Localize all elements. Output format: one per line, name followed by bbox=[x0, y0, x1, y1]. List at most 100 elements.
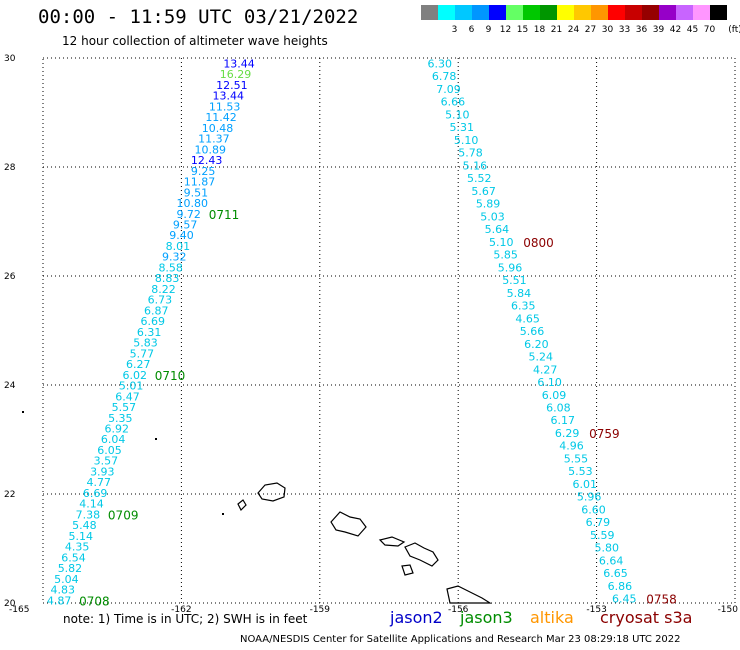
wave-height-right: 5.84 bbox=[507, 287, 532, 300]
legend-label: 39 bbox=[652, 25, 665, 35]
legend-label: 24 bbox=[567, 25, 580, 35]
wave-height-right: 5.59 bbox=[590, 529, 615, 542]
wave-height-right: 5.78 bbox=[458, 147, 483, 160]
legend-label: 12 bbox=[499, 25, 512, 35]
island-outline bbox=[378, 536, 406, 547]
legend-label: 15 bbox=[516, 25, 529, 35]
wave-height-right: 6.60 bbox=[581, 503, 606, 516]
legend-swatch bbox=[676, 5, 693, 20]
wave-height-right: 6.20 bbox=[524, 338, 549, 351]
wave-height-left: 4.83 bbox=[50, 584, 75, 597]
wave-height-right: 6.30 bbox=[427, 57, 452, 70]
wave-height-right: 6.01 bbox=[572, 478, 597, 491]
wave-height-right: 6.78 bbox=[432, 70, 457, 83]
wave-height-left: 9.72 bbox=[176, 208, 201, 221]
wave-height-left: 5.48 bbox=[72, 519, 97, 532]
wave-height-right: 5.03 bbox=[480, 210, 505, 223]
legend-label: 6 bbox=[468, 25, 475, 35]
wave-height-left: 13.44 bbox=[213, 90, 245, 103]
wave-height-right: 5.85 bbox=[493, 249, 518, 262]
wave-height-right: 5.16 bbox=[463, 159, 488, 172]
x-tick-label: -150 bbox=[718, 605, 739, 615]
legend-label: 3 bbox=[451, 25, 458, 35]
wave-height-left: 10.48 bbox=[202, 122, 234, 135]
wave-height-left: 9.40 bbox=[169, 229, 194, 242]
wave-height-right: 5.52 bbox=[467, 172, 492, 185]
wave-height-left: 12.51 bbox=[216, 79, 248, 92]
y-tick-label: 22 bbox=[4, 490, 15, 500]
wave-height-right: 6.86 bbox=[608, 580, 633, 593]
island-outline bbox=[446, 585, 493, 604]
wave-height-left: 10.80 bbox=[177, 197, 209, 210]
wave-height-left: 5.01 bbox=[119, 380, 144, 393]
wave-height-left: 5.77 bbox=[130, 347, 155, 360]
wave-height-right: 5.67 bbox=[471, 185, 496, 198]
legend-cryosat-s3a: cryosat s3a bbox=[600, 608, 693, 627]
wave-height-right: 5.96 bbox=[498, 261, 523, 274]
legend-swatch bbox=[489, 5, 506, 20]
wave-height-right: 5.51 bbox=[502, 274, 527, 287]
legend-label: 42 bbox=[669, 25, 682, 35]
wave-height-left: 5.83 bbox=[133, 337, 158, 350]
wave-height-left: 11.87 bbox=[184, 176, 216, 189]
island-outline bbox=[404, 542, 439, 567]
legend-label: 21 bbox=[550, 25, 563, 35]
legend-swatch bbox=[421, 5, 438, 20]
map-subtitle: 12 hour collection of altimeter wave hei… bbox=[62, 34, 328, 48]
wave-height-right: 7.09 bbox=[436, 83, 461, 96]
wave-height-right: 5.24 bbox=[529, 351, 554, 364]
wave-height-left: 8.58 bbox=[158, 261, 183, 274]
legend-altika: altika bbox=[530, 608, 574, 627]
wave-height-left: 9.51 bbox=[184, 186, 209, 199]
wave-height-left: 3.93 bbox=[90, 465, 115, 478]
legend-swatch bbox=[472, 5, 489, 20]
wave-height-left: 5.35 bbox=[108, 412, 133, 425]
wave-height-left: 11.53 bbox=[209, 100, 241, 113]
wave-height-right: 5.31 bbox=[449, 121, 474, 134]
wave-height-right: 6.64 bbox=[599, 554, 624, 567]
wave-height-right: 4.65 bbox=[515, 312, 540, 325]
x-tick-label: -165 bbox=[9, 605, 29, 615]
wave-height-left: 6.47 bbox=[115, 390, 140, 403]
wave-height-left: 6.92 bbox=[104, 422, 129, 435]
wave-height-right: 5.89 bbox=[476, 198, 501, 211]
wave-height-right: 6.09 bbox=[542, 389, 567, 402]
wave-height-left: 11.42 bbox=[205, 111, 237, 124]
wave-height-left: 6.69 bbox=[83, 487, 108, 500]
island-dot bbox=[155, 438, 157, 440]
map-title: 00:00 - 11:59 UTC 03/21/2022 bbox=[38, 6, 359, 28]
x-tick-label: -153 bbox=[586, 605, 606, 615]
time-label-right: 0758 bbox=[646, 593, 677, 607]
wave-height-left: 6.73 bbox=[148, 294, 173, 307]
wave-height-left: 8.22 bbox=[151, 283, 176, 296]
legend-label: 27 bbox=[584, 25, 597, 35]
wave-height-right: 6.35 bbox=[511, 300, 536, 313]
island-outline bbox=[330, 511, 367, 537]
legend-swatch bbox=[591, 5, 608, 20]
wave-height-right: 6.66 bbox=[441, 96, 466, 109]
wave-height-right: 6.45 bbox=[612, 593, 637, 606]
wave-height-left: 3.57 bbox=[94, 455, 119, 468]
wave-height-left: 8.01 bbox=[166, 240, 191, 253]
wave-height-left: 6.54 bbox=[61, 551, 86, 564]
wave-height-right: 5.10 bbox=[489, 236, 514, 249]
wave-height-left: 9.57 bbox=[173, 218, 198, 231]
wave-height-right: 6.10 bbox=[537, 376, 562, 389]
legend-swatch bbox=[642, 5, 659, 20]
y-tick-label: 24 bbox=[4, 381, 16, 391]
legend-swatch bbox=[693, 5, 710, 20]
wave-height-right: 6.17 bbox=[551, 414, 576, 427]
credit-line: NOAA/NESDIS Center for Satellite Applica… bbox=[240, 634, 681, 645]
note-text: note: 1) Time is in UTC; 2) SWH is in fe… bbox=[63, 612, 308, 626]
wave-height-left: 4.87 bbox=[47, 594, 72, 607]
legend-label: 33 bbox=[618, 25, 631, 35]
legend-swatch bbox=[540, 5, 557, 20]
legend-swatch bbox=[523, 5, 540, 20]
legend-label: 70 bbox=[703, 25, 716, 35]
wave-height-left: 6.87 bbox=[144, 304, 169, 317]
wave-height-right: 6.65 bbox=[603, 567, 628, 580]
wave-height-right: 6.08 bbox=[546, 402, 571, 415]
wave-height-left: 11.37 bbox=[198, 133, 230, 146]
wave-height-left: 5.57 bbox=[112, 401, 137, 414]
y-tick-label: 26 bbox=[4, 272, 16, 282]
